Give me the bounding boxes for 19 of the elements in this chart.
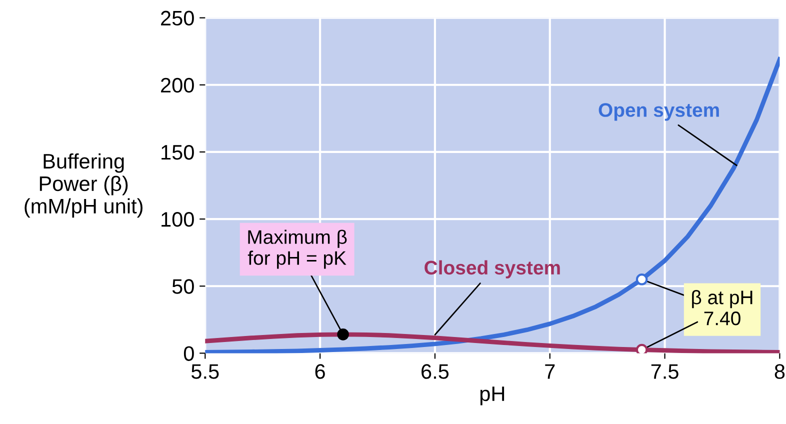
annotation: β at pH 7.40 [692, 290, 752, 326]
y-tick-label: 200 [161, 78, 194, 93]
x-tick-label: 5.5 [192, 364, 219, 379]
y-axis-title: Buffering Power (β) (mM/pH unit) [24, 153, 142, 218]
y-tick-label: 100 [162, 212, 194, 227]
x-axis-title: pH [480, 386, 504, 406]
x-tick-label: 7.5 [651, 364, 678, 379]
point [636, 274, 648, 286]
annotation: Maximum β for pH = pK [248, 230, 347, 269]
x-tick-label: 6 [315, 364, 325, 379]
y-tick-label: 0 [184, 346, 194, 361]
text: Closed system [424, 260, 560, 278]
series-label: Open system [598, 103, 719, 121]
x-tick-label: 6.5 [422, 364, 449, 379]
y-tick-label: 250 [161, 10, 194, 26]
y-tick-label: 150 [162, 144, 194, 160]
y-tick-label: 50 [172, 279, 194, 294]
x-tick-label: 8 [774, 364, 785, 379]
x-tick-label: 7 [545, 364, 555, 379]
